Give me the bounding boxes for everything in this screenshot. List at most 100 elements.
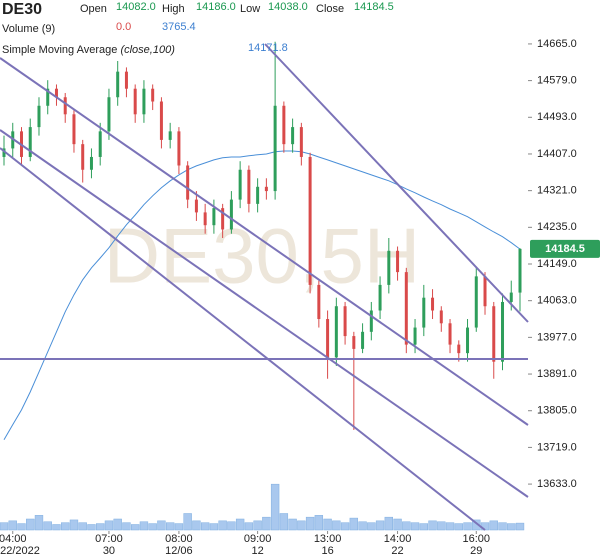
candle-body [238,169,242,200]
candle-body [326,319,330,358]
candle-body [133,88,137,115]
sma-name: Simple Moving Average [2,44,117,56]
volume-bar [367,522,376,531]
volume-bar [87,524,96,531]
candle-body [431,297,435,311]
volume-bar [297,520,306,531]
candle-body [308,156,312,285]
candle-body [116,71,120,98]
candle-body [98,131,102,157]
trend-line [0,57,529,426]
volume-bar [515,522,525,531]
sma-line [3,150,521,440]
volume-bar [192,520,201,531]
legend-value: 3765.4 [162,21,196,33]
volume-bar [113,518,122,531]
volume-bar [104,520,114,531]
candle-body [501,301,505,362]
candle-body [159,101,163,140]
volume-bar [507,523,516,531]
legend-label: Simple Moving Average (close,100) [2,44,175,56]
candle-body [168,131,172,140]
y-tick-label: 14407.0 [537,148,577,160]
x-date-label: 22 [391,545,403,557]
y-tick-label: 14063.0 [537,295,577,307]
candle-body [54,88,58,98]
legend-label: Low [240,3,260,15]
price-tag-label: 14184.5 [545,243,585,255]
candle-body [177,131,181,166]
y-tick-label: 14149.0 [537,258,577,270]
volume-bar [131,524,140,531]
volume-bar [0,522,9,531]
y-tick-label: 14493.0 [537,111,577,123]
x-tick-label: 16:00 [463,533,491,545]
volume-bar [384,516,393,531]
volume-bar [43,521,52,531]
candle-body [492,306,496,362]
legend-label: Volume (9) [2,23,55,35]
volume-bar [393,518,402,531]
volume-bar [262,516,271,531]
candle-body [203,212,207,226]
y-tick-label: 14235.0 [537,221,577,233]
candle-body [273,105,277,192]
symbol: DE30 [2,1,42,18]
x-date-label: 11/22/2022 [0,545,40,557]
volume-bar [305,516,315,531]
candle-body [221,208,225,230]
volume-bar [349,517,359,531]
volume-bar [139,521,149,531]
candle-body [317,284,321,320]
sma-params: (close,100) [120,44,175,56]
candle-body [256,186,260,204]
y-tick-label: 14579.0 [537,75,577,87]
volume-bar [437,521,446,531]
x-tick-label: 08:00 [165,533,193,545]
volume-bar [61,522,70,531]
volume-bar [489,520,498,531]
volume-bar [498,522,507,531]
volume-bar [8,520,17,531]
price-axis: 14665.0 14579.0 14493.0 14407.0 14321.0 14235… [0,38,600,557]
candle-body [457,344,461,354]
volume-bar [157,520,166,531]
candle-body [124,71,128,89]
candle-body [466,327,470,354]
candle-body [151,88,155,102]
candle-body [2,148,6,157]
volume-bar [375,520,385,531]
candle-body [229,199,233,230]
volume-bar [96,523,105,531]
candle-body [81,144,85,170]
y-tick-label: 14321.0 [537,185,577,197]
legend-value: 14184.5 [354,1,394,13]
volume-bar [270,483,280,531]
volume-bar [122,522,131,531]
x-tick-label: 07:00 [95,533,123,545]
x-date-label: 29 [470,545,482,557]
volume-bar [209,523,219,531]
volume-bar [332,520,341,531]
watermark: DE30,5H [104,212,421,300]
volume-bar [218,520,227,531]
volume-bar [419,523,428,531]
x-date-label: 16 [321,545,333,557]
candle-body [37,105,41,128]
candle-body [474,276,478,328]
candle-body [186,165,190,200]
candle-body [46,88,50,106]
volume-bar [340,522,350,531]
x-tick-label: 04:00 [0,533,27,545]
volume-bar [69,519,79,531]
candle-body [369,310,373,332]
x-date-label: 12/06 [165,545,193,557]
y-tick-label: 13977.0 [537,331,577,343]
candle-body [72,114,76,145]
candle-body [194,199,198,213]
volume-bar [17,523,26,531]
candle-body [396,250,400,273]
volume-bar [52,524,61,531]
volume-bar [445,522,455,531]
candle-body [282,105,286,145]
